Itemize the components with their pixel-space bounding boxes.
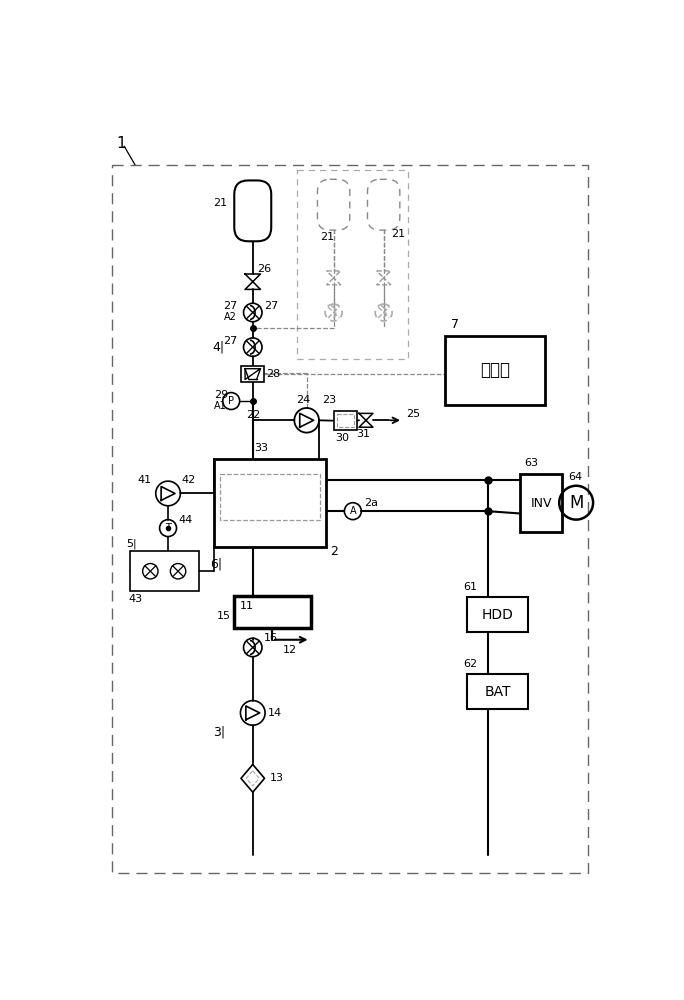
Text: 61: 61: [463, 582, 477, 592]
Bar: [297, 170, 408, 359]
Text: M: M: [569, 494, 583, 512]
Text: 6|: 6|: [211, 558, 222, 571]
Text: 14: 14: [268, 708, 282, 718]
Text: 41: 41: [137, 475, 151, 485]
Text: HDD: HDD: [482, 608, 514, 622]
Bar: [520, 474, 562, 532]
Bar: [466, 597, 529, 632]
Text: 25: 25: [406, 409, 420, 419]
Bar: [220, 474, 319, 520]
Text: 23: 23: [322, 395, 336, 405]
Text: INV: INV: [530, 497, 552, 510]
Bar: [334, 411, 357, 430]
Polygon shape: [241, 764, 265, 792]
Text: A1: A1: [214, 401, 227, 411]
Text: 21: 21: [391, 229, 406, 239]
Text: 12: 12: [282, 645, 297, 655]
Text: 21: 21: [213, 198, 227, 208]
Bar: [445, 336, 545, 405]
FancyBboxPatch shape: [367, 179, 400, 230]
Text: 42: 42: [182, 475, 196, 485]
Bar: [337, 414, 354, 427]
FancyBboxPatch shape: [235, 180, 272, 241]
Text: 27: 27: [224, 301, 238, 311]
Text: 27: 27: [224, 336, 238, 346]
Bar: [233, 596, 311, 628]
Text: 26: 26: [257, 264, 272, 274]
Text: 63: 63: [524, 458, 538, 468]
FancyBboxPatch shape: [317, 179, 350, 230]
Text: A: A: [350, 506, 356, 516]
Text: 3|: 3|: [213, 726, 225, 739]
Bar: [214, 459, 326, 547]
Text: 30: 30: [335, 433, 349, 443]
Text: 15: 15: [217, 611, 231, 621]
Text: 5|: 5|: [126, 538, 136, 549]
Text: 33: 33: [254, 443, 269, 453]
Text: 64: 64: [568, 472, 583, 482]
Text: 13: 13: [269, 773, 284, 783]
Text: 62: 62: [463, 659, 477, 669]
Text: 21: 21: [320, 232, 334, 242]
Text: 44: 44: [179, 515, 193, 525]
Text: 29: 29: [214, 390, 228, 400]
Text: BAT: BAT: [484, 685, 511, 699]
Bar: [466, 674, 529, 709]
Text: T: T: [165, 523, 171, 533]
Text: 7: 7: [451, 318, 460, 331]
Text: 24: 24: [295, 395, 310, 405]
Text: 27: 27: [264, 301, 278, 311]
Text: 16: 16: [264, 633, 278, 643]
Text: 2: 2: [330, 545, 338, 558]
Bar: [241, 366, 264, 382]
Text: 4|: 4|: [213, 341, 225, 354]
Text: 控制部: 控制部: [480, 361, 510, 379]
Text: 22: 22: [247, 410, 261, 420]
Text: 1: 1: [116, 136, 126, 151]
Text: 31: 31: [356, 429, 371, 439]
Text: 28: 28: [267, 369, 281, 379]
Text: P: P: [228, 396, 234, 406]
Text: 11: 11: [239, 601, 254, 611]
Text: 2a: 2a: [364, 498, 378, 508]
Bar: [129, 551, 199, 591]
Text: A2: A2: [224, 312, 237, 322]
Text: 43: 43: [128, 594, 142, 604]
